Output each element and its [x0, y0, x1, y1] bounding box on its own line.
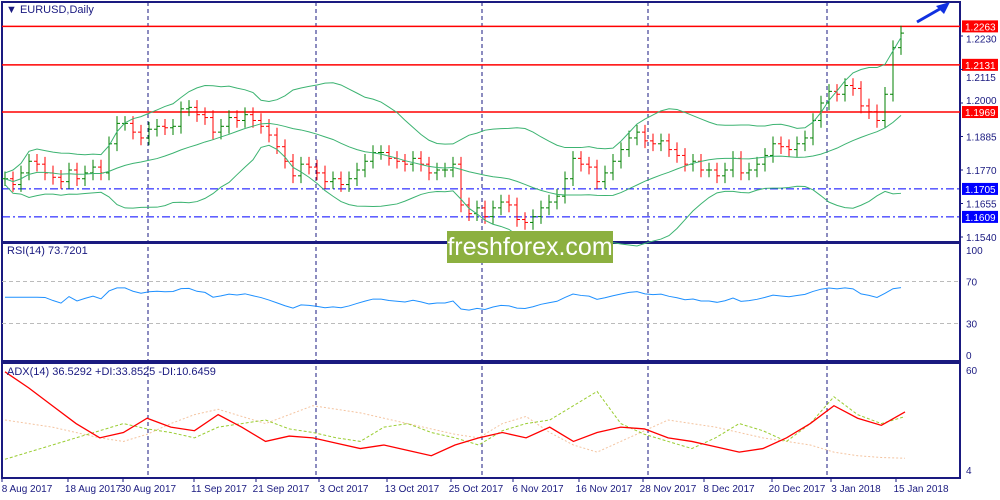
time-label: 18 Aug 2017 [65, 484, 122, 495]
time-label: 3 Jan 2018 [831, 484, 881, 495]
rsi-tick: 100 [966, 246, 983, 257]
time-label: 21 Sep 2017 [253, 484, 310, 495]
rsi-line [5, 287, 902, 311]
dropdown-triangle-icon[interactable]: ▼ [6, 4, 17, 16]
time-label: 28 Nov 2017 [640, 484, 697, 495]
price-tick: 1.2115 [966, 73, 996, 84]
symbol-title[interactable]: ▼ EURUSD,Daily [6, 4, 94, 16]
bb-middle [4, 115, 902, 196]
level-label: 1.1705 [965, 185, 996, 196]
level-label: 1.2263 [965, 22, 996, 33]
level-tag [962, 182, 998, 195]
level-label: 1.1969 [965, 108, 996, 119]
price-tick: 1.1655 [966, 199, 997, 210]
minus-di-line [4, 405, 906, 459]
time-label: 16 Nov 2017 [576, 484, 633, 495]
rsi-tick: 70 [966, 278, 978, 289]
price-tick: 1.1770 [966, 166, 997, 177]
rsi-tick: 30 [966, 320, 978, 331]
adx-line [4, 371, 906, 457]
adx-tick: 4 [966, 466, 972, 477]
trend-arrow-head-icon [936, 2, 950, 14]
plus-di-line [4, 390, 906, 460]
bb-lower [4, 144, 902, 247]
time-label: 11 Sep 2017 [191, 484, 247, 495]
panel-border-2 [1, 362, 961, 479]
rsi-tick: 0 [966, 351, 972, 362]
panel-border-0 [1, 1, 961, 243]
level-label: 1.2131 [965, 61, 996, 72]
price-tick: 1.1885 [966, 132, 997, 143]
bb-upper [4, 37, 902, 174]
time-label: 25 Oct 2017 [449, 484, 504, 495]
level-label: 1.1609 [965, 213, 996, 224]
level-tag [962, 210, 998, 223]
level-tag [962, 20, 998, 33]
time-label: 3 Oct 2017 [320, 484, 369, 495]
rsi-title: RSI(14) 73.7201 [7, 245, 88, 257]
watermark-logo: freshforex.com [447, 231, 613, 263]
adx-tick: 60 [966, 366, 978, 377]
adx-title: ADX(14) 36.5292 +DI:33.8525 -DI:10.6459 [7, 366, 216, 378]
time-label: 8 Dec 2017 [703, 484, 755, 495]
time-label: 13 Oct 2017 [385, 484, 440, 495]
time-label: 6 Nov 2017 [512, 484, 564, 495]
level-tag [962, 58, 998, 71]
time-label: 15 Jan 2018 [893, 484, 948, 495]
price-tick: 1.2230 [966, 34, 997, 45]
price-tick: 1.1540 [966, 233, 997, 244]
price-tick: 1.2000 [966, 96, 997, 107]
time-label: 20 Dec 2017 [769, 484, 826, 495]
level-tag [962, 106, 998, 119]
time-label: 30 Aug 2017 [120, 484, 177, 495]
time-label: 8 Aug 2017 [2, 484, 53, 495]
